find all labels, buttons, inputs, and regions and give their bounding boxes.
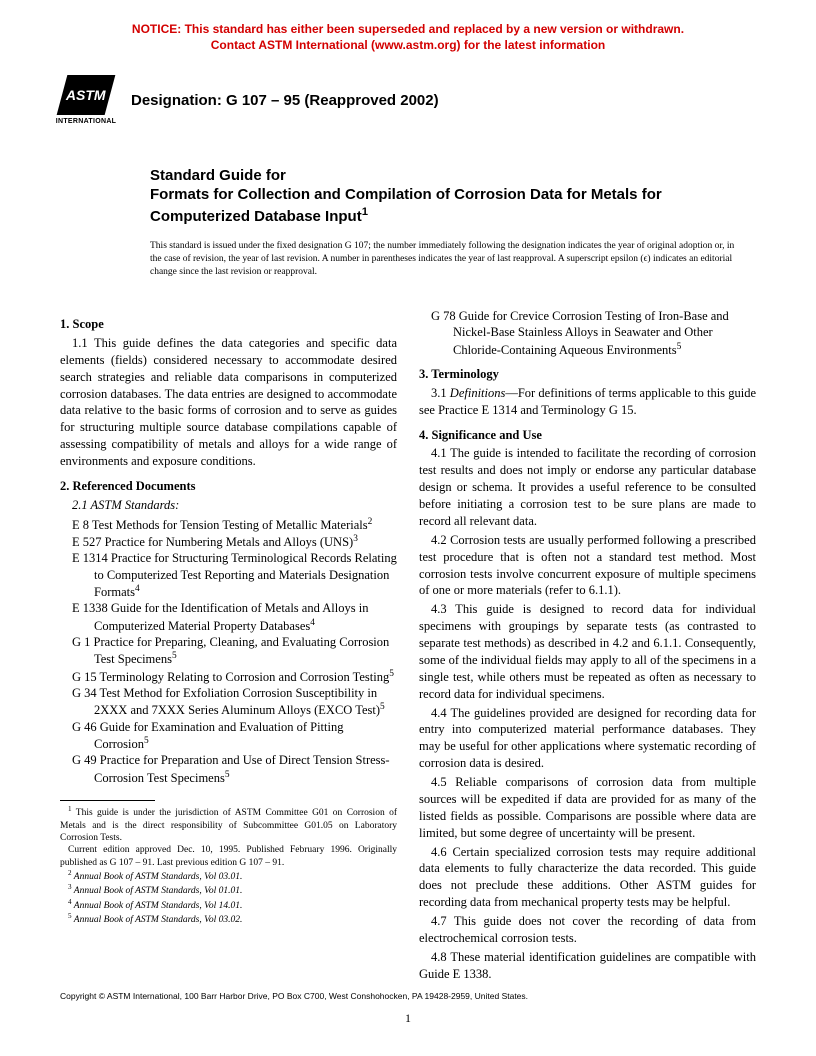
title-main: Formats for Collection and Compilation o… (150, 186, 741, 227)
para-4-3: 4.3 This guide is designed to record dat… (419, 601, 756, 702)
footnote-1b: Current edition approved Dec. 10, 1995. … (60, 844, 397, 869)
astm-logo-icon: ASTM (57, 75, 116, 115)
notice-line1: NOTICE: This standard has either been su… (132, 22, 684, 36)
ref-e1338: E 1338 Guide for the Identification of M… (60, 600, 397, 634)
para-4-4: 4.4 The guidelines provided are designed… (419, 705, 756, 773)
footnote-1a: 1 This guide is under the jurisdiction o… (60, 805, 397, 844)
issued-note: This standard is issued under the fixed … (150, 240, 741, 278)
notice-line2: Contact ASTM International (www.astm.org… (211, 38, 605, 52)
para-4-2: 4.2 Corrosion tests are usually performe… (419, 532, 756, 600)
refs-head: 2. Referenced Documents (60, 478, 397, 495)
terminology-head: 3. Terminology (419, 366, 756, 383)
refs-sub: 2.1 ASTM Standards: (60, 497, 397, 514)
title-block: Standard Guide for Formats for Collectio… (150, 166, 741, 227)
notice-banner: NOTICE: This standard has either been su… (0, 22, 816, 53)
astm-logo: ASTM INTERNATIONAL (55, 70, 117, 132)
footnote-rule (60, 800, 155, 801)
scope-head: 1. Scope (60, 316, 397, 333)
page-number: 1 (0, 1010, 816, 1026)
terminology-3-1: 3.1 Definitions—For definitions of terms… (419, 385, 756, 419)
right-column: G 78 Guide for Crevice Corrosion Testing… (419, 308, 756, 985)
left-column: 1. Scope 1.1 This guide defines the data… (60, 308, 397, 985)
scope-1-1: 1.1 This guide defines the data categori… (60, 335, 397, 470)
ref-e1314: E 1314 Practice for Structuring Terminol… (60, 550, 397, 600)
ref-e8: E 8 Test Methods for Tension Testing of … (60, 516, 397, 533)
ref-g1: G 1 Practice for Preparing, Cleaning, an… (60, 634, 397, 668)
para-4-8: 4.8 These material identification guidel… (419, 949, 756, 983)
ref-g78: G 78 Guide for Crevice Corrosion Testing… (419, 308, 756, 358)
footnote-2: 2 Annual Book of ASTM Standards, Vol 03.… (60, 869, 397, 884)
ref-g34: G 34 Test Method for Exfoliation Corrosi… (60, 685, 397, 719)
significance-head: 4. Significance and Use (419, 427, 756, 444)
para-4-7: 4.7 This guide does not cover the record… (419, 913, 756, 947)
body-columns: 1. Scope 1.1 This guide defines the data… (60, 308, 756, 985)
title-prefix: Standard Guide for (150, 166, 741, 186)
astm-logo-text: INTERNATIONAL (56, 117, 117, 126)
footnote-5: 5 Annual Book of ASTM Standards, Vol 03.… (60, 912, 397, 927)
designation: Designation: G 107 – 95 (Reapproved 2002… (131, 91, 439, 111)
ref-g15: G 15 Terminology Relating to Corrosion a… (60, 668, 397, 685)
para-4-6: 4.6 Certain specialized corrosion tests … (419, 844, 756, 912)
copyright: Copyright © ASTM International, 100 Barr… (60, 991, 756, 1002)
header: ASTM INTERNATIONAL Designation: G 107 – … (55, 70, 761, 132)
footnote-4: 4 Annual Book of ASTM Standards, Vol 14.… (60, 898, 397, 913)
para-4-1: 4.1 The guide is intended to facilitate … (419, 445, 756, 529)
ref-e527: E 527 Practice for Numbering Metals and … (60, 533, 397, 550)
ref-g46: G 46 Guide for Examination and Evaluatio… (60, 719, 397, 753)
footnote-3: 3 Annual Book of ASTM Standards, Vol 01.… (60, 883, 397, 898)
ref-g49: G 49 Practice for Preparation and Use of… (60, 752, 397, 786)
para-4-5: 4.5 Reliable comparisons of corrosion da… (419, 774, 756, 842)
